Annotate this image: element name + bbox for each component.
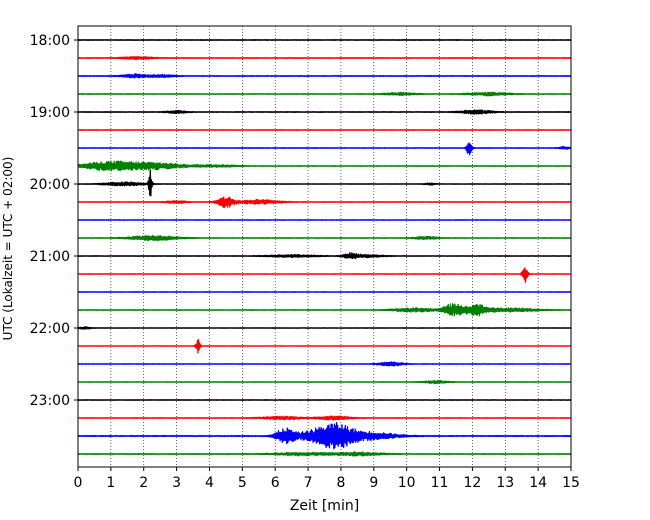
x-tick-label: 1 <box>106 475 115 491</box>
trace-2030 <box>77 219 572 221</box>
x-axis: 0 1 2 3 4 5 6 7 8 9 10 11 12 13 14 15 <box>74 467 580 491</box>
trace-1930 <box>77 142 572 156</box>
y-tick-label: 19:00 <box>30 105 70 121</box>
y-tick-label: 21:00 <box>30 249 70 265</box>
trace-1900 <box>77 109 572 115</box>
trace-2300 <box>77 399 572 401</box>
trace-1915 <box>77 129 572 131</box>
trace-2000 <box>77 169 572 197</box>
trace-1800 <box>77 39 572 41</box>
trace-1945 <box>77 160 572 172</box>
y-axis: 18:00 19:00 20:00 21:00 22:00 23:00 <box>30 33 78 409</box>
y-tick-label: 23:00 <box>30 393 70 409</box>
y-tick-label: 18:00 <box>30 33 70 49</box>
trace-2200 <box>77 326 572 330</box>
x-tick-label: 12 <box>463 475 481 491</box>
trace-2115 <box>77 267 572 283</box>
trace-2215 <box>77 338 572 354</box>
y-tick-label: 20:00 <box>30 177 70 193</box>
trace-2045 <box>77 234 572 242</box>
trace-2245 <box>77 379 572 385</box>
x-tick-label: 4 <box>205 475 214 491</box>
x-tick-label: 11 <box>431 475 449 491</box>
x-tick-label: 8 <box>336 475 345 491</box>
y-axis-title: UTC (Lokalzeit = UTC + 02:00) <box>1 157 15 341</box>
y-tick-label: 22:00 <box>30 321 70 337</box>
x-tick-label: 0 <box>74 475 83 491</box>
x-tick-label: 10 <box>398 475 416 491</box>
trace-1830 <box>77 73 572 79</box>
trace-1845 <box>77 91 572 97</box>
x-tick-label: 15 <box>562 475 580 491</box>
trace-2130 <box>77 291 572 293</box>
trace-2330 <box>77 421 572 450</box>
x-tick-label: 5 <box>238 475 247 491</box>
x-axis-title: Zeit [min] <box>290 498 359 514</box>
x-tick-label: 14 <box>529 475 547 491</box>
trace-2345 <box>77 451 572 457</box>
trace-2145 <box>77 303 572 317</box>
x-tick-label: 9 <box>369 475 378 491</box>
x-tick-label: 6 <box>271 475 280 491</box>
seismic-traces <box>77 39 572 457</box>
trace-2315 <box>77 415 572 421</box>
x-tick-label: 7 <box>304 475 313 491</box>
trace-1815 <box>77 56 572 61</box>
trace-2015 <box>77 196 572 209</box>
plot-frame <box>77 25 572 468</box>
x-tick-label: 2 <box>139 475 148 491</box>
trace-2100 <box>77 252 572 260</box>
x-tick-label: 3 <box>172 475 181 491</box>
trace-2230 <box>77 361 572 367</box>
x-tick-label: 13 <box>496 475 514 491</box>
